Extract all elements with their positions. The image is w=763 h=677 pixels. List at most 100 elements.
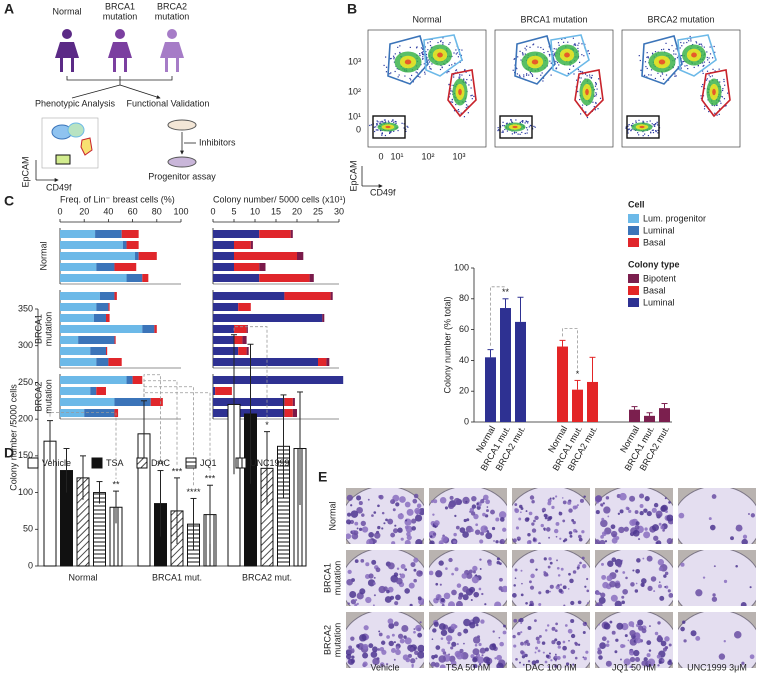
cell-dot	[594, 109, 596, 111]
density-core	[585, 88, 589, 96]
colony	[513, 584, 516, 587]
colony	[601, 517, 605, 521]
dish	[512, 550, 590, 606]
colony	[550, 659, 553, 662]
colony	[461, 529, 464, 533]
colony	[563, 604, 566, 606]
bar-segment	[318, 358, 327, 366]
bar	[485, 357, 496, 422]
colony	[501, 578, 503, 581]
bar-segment	[238, 347, 247, 355]
cell-dot	[668, 48, 670, 51]
cell-dot	[549, 60, 551, 62]
colony	[415, 624, 422, 632]
cell-dot	[442, 43, 444, 45]
bar-segment	[114, 336, 116, 344]
colony	[408, 582, 415, 589]
x-tick-label: 15	[271, 206, 281, 216]
cell-dot	[682, 61, 684, 63]
colony	[577, 564, 581, 567]
cell-dot	[419, 53, 421, 55]
colony	[443, 592, 451, 600]
cell-dot	[375, 126, 377, 128]
colony	[582, 630, 586, 634]
cell-dot	[558, 44, 560, 46]
cell-dot	[389, 73, 391, 75]
cell-dot	[458, 76, 460, 78]
cell-dot	[428, 59, 430, 61]
bar-segment	[150, 398, 163, 406]
cell-dot	[657, 72, 659, 74]
colony	[642, 557, 645, 560]
bar-segment	[96, 263, 115, 271]
colony	[413, 630, 416, 634]
colony	[666, 514, 673, 522]
colony	[378, 494, 384, 500]
colony	[529, 580, 532, 584]
plot-title: Normal	[412, 14, 441, 24]
colony	[525, 639, 529, 644]
colony	[485, 532, 493, 540]
colony	[514, 503, 518, 506]
colony	[483, 494, 489, 501]
legend-label: Vehicle	[42, 458, 71, 468]
cell-dot	[510, 119, 512, 121]
cell-dot	[677, 66, 679, 68]
colony	[602, 502, 605, 505]
colony	[534, 515, 539, 521]
colony	[567, 628, 573, 634]
colony	[648, 649, 652, 652]
gate	[574, 69, 604, 118]
colony	[614, 650, 618, 654]
cell-dot	[524, 122, 526, 124]
cell-dot	[425, 53, 428, 56]
bar-segment	[234, 252, 297, 260]
panel-label: E	[318, 469, 327, 485]
y-tick-label: 10¹	[348, 111, 361, 121]
cell-dot	[723, 80, 725, 83]
colony	[400, 564, 406, 569]
bar-segment	[246, 347, 249, 355]
colony	[545, 527, 551, 532]
colony	[623, 658, 631, 666]
colony	[644, 527, 648, 531]
colony	[356, 644, 360, 648]
significance-label: ***	[205, 474, 216, 484]
bar-segment	[96, 358, 109, 366]
cell-dot	[463, 78, 465, 80]
cell-dot	[577, 68, 579, 71]
colony	[678, 512, 685, 519]
colony	[444, 506, 449, 510]
cell-dot	[680, 41, 682, 44]
colony	[399, 496, 406, 503]
colony	[586, 589, 590, 593]
bar-segment	[60, 303, 97, 311]
cell-dot	[458, 49, 461, 51]
cell-dot	[683, 42, 685, 44]
colony	[619, 492, 627, 501]
colony	[659, 595, 665, 601]
colony	[440, 637, 444, 640]
cell-dot	[718, 113, 720, 115]
bar-segment	[213, 387, 216, 395]
cell-dot	[628, 123, 630, 126]
axis-arrow	[35, 160, 58, 180]
x-tick-label: 60	[128, 206, 138, 216]
y-tick-label: 150	[18, 450, 33, 460]
density-core	[531, 59, 539, 65]
cell-dot	[424, 71, 426, 73]
cell-dot	[375, 129, 377, 131]
colony	[641, 628, 647, 634]
bar-segment	[213, 263, 234, 271]
panel-label: C	[4, 193, 14, 209]
cell-dot	[706, 78, 708, 80]
colony	[404, 525, 409, 530]
density-core	[458, 88, 462, 96]
bar-segment	[60, 314, 94, 322]
plot-title: BRCA2 mutation	[647, 14, 714, 24]
significance-bracket	[49, 412, 117, 480]
cell-dot	[542, 77, 545, 79]
panel-b: Normal BRCA1 mutation BRCA2 mutation 10³ 10²…	[348, 14, 741, 197]
cell-dot	[468, 84, 470, 86]
colony	[543, 513, 548, 518]
